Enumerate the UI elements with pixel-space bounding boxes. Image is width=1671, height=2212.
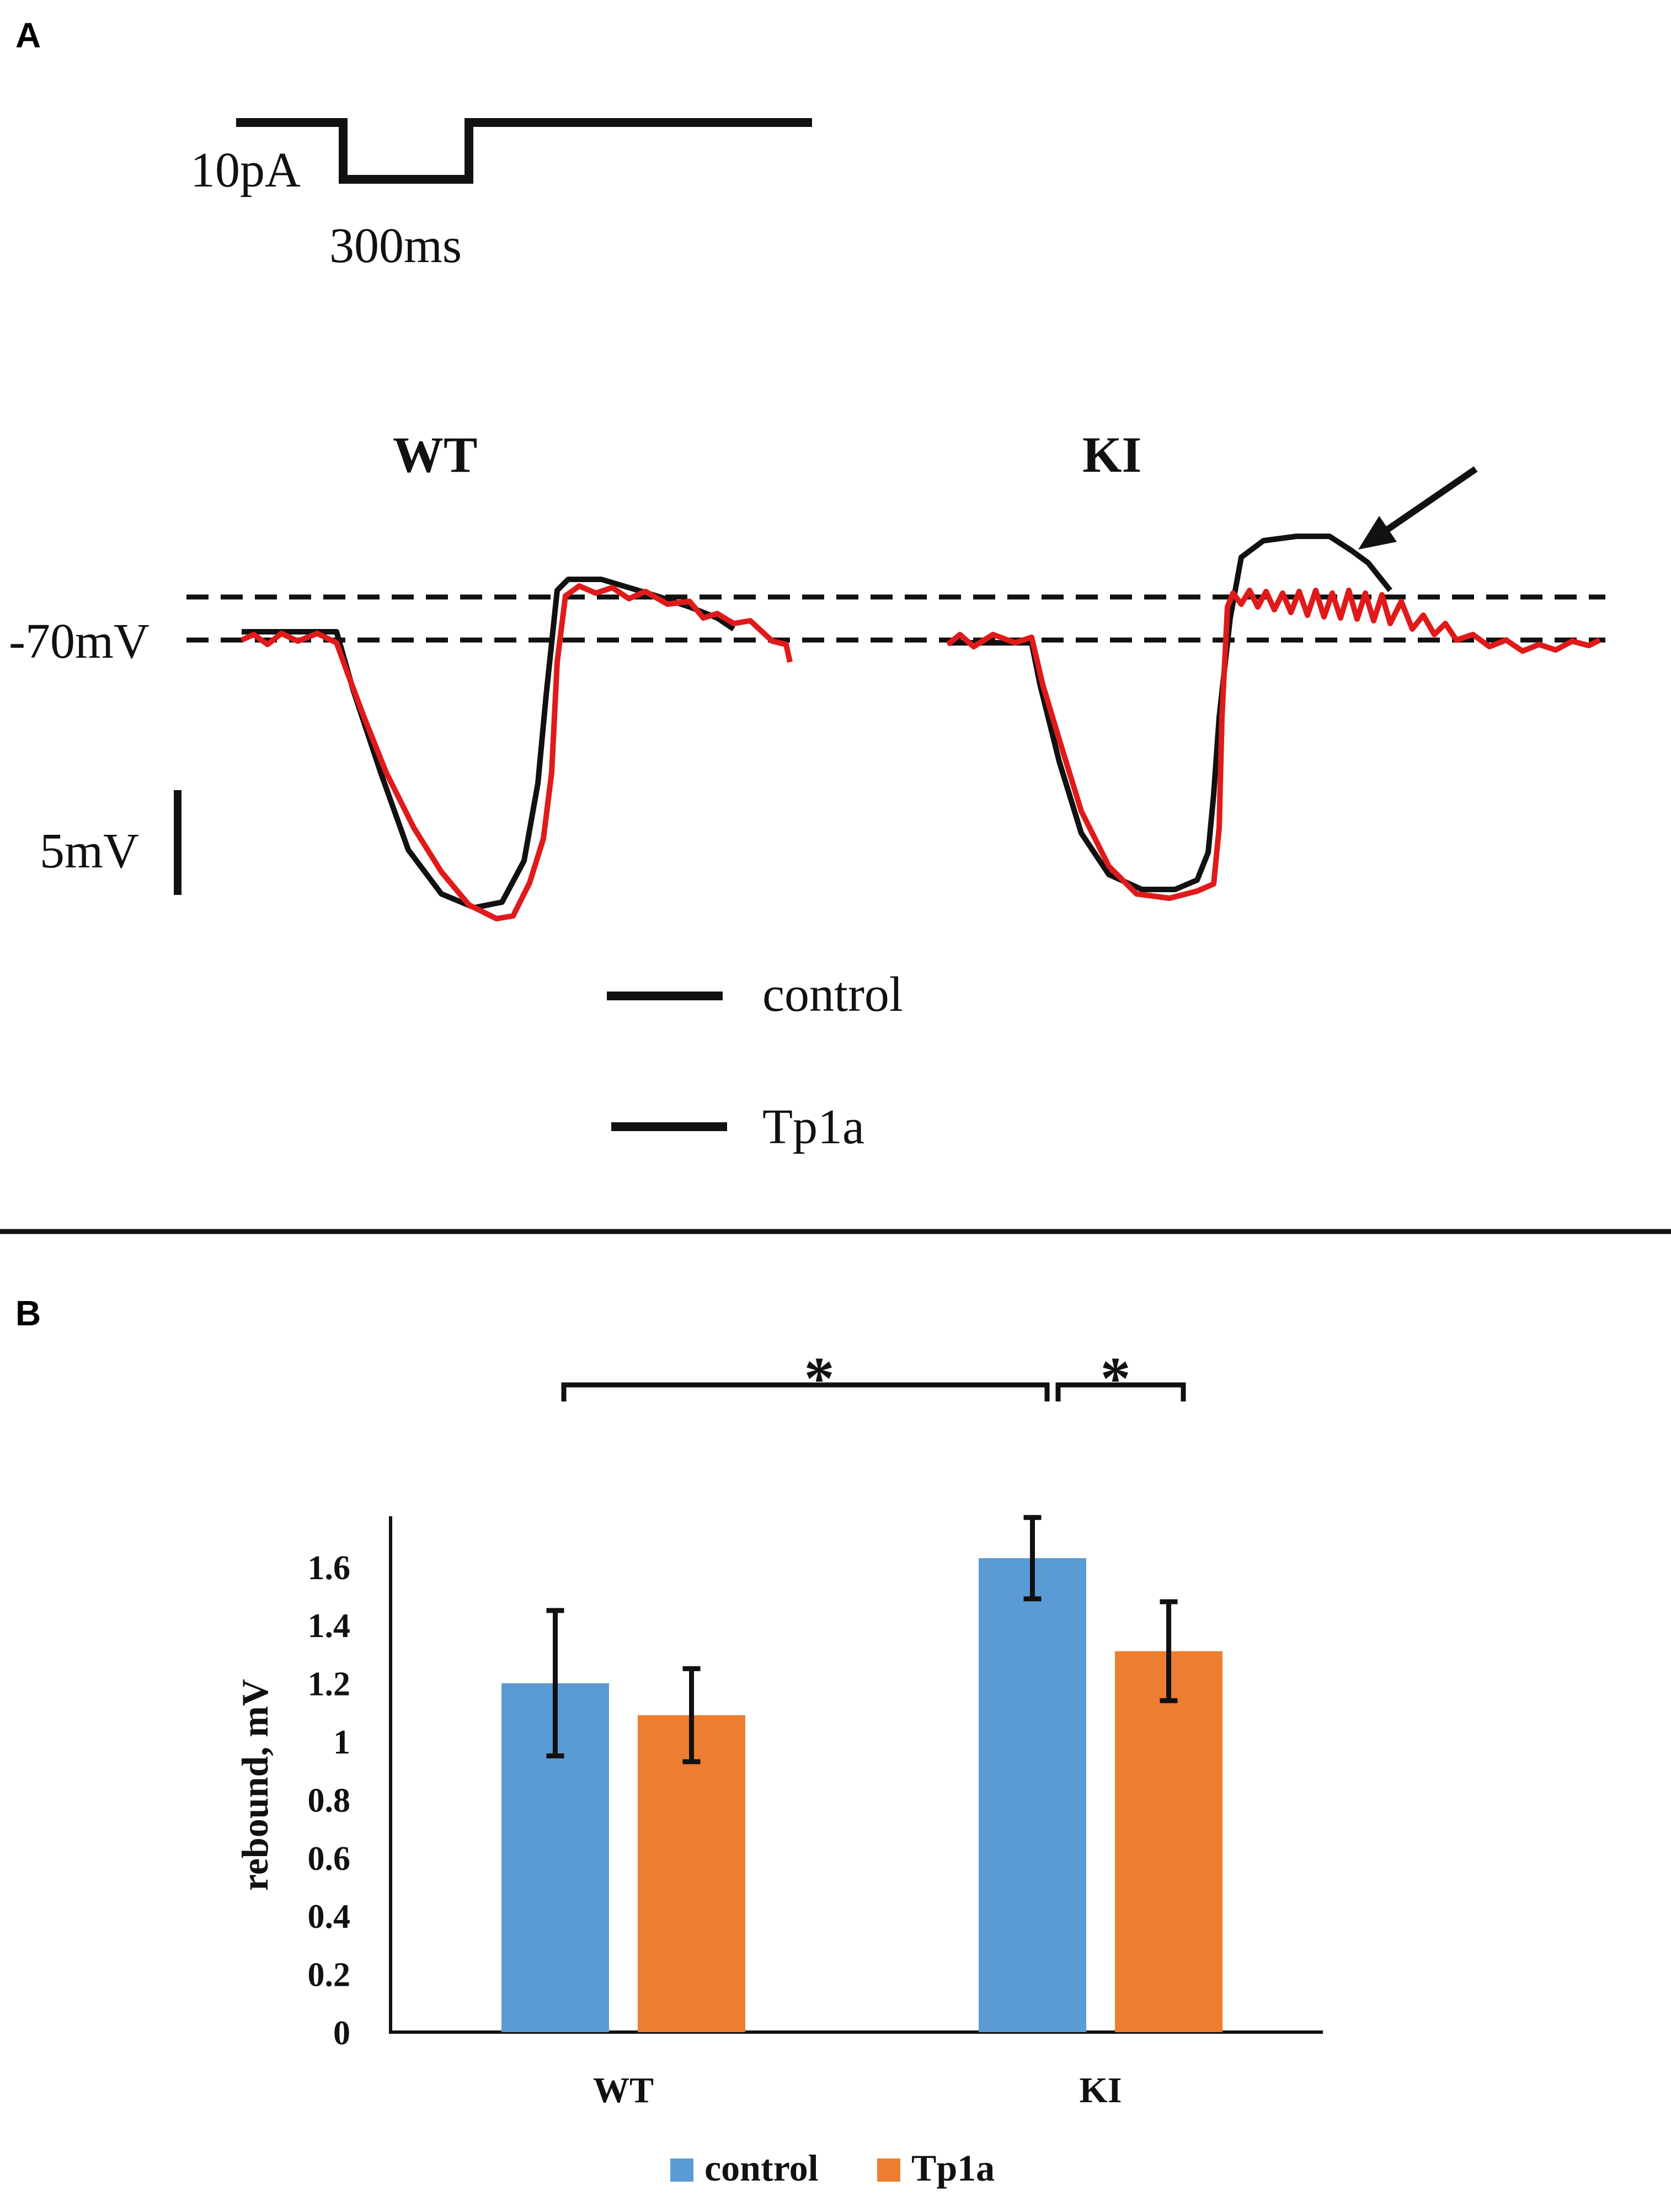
bars (501, 1515, 1222, 2032)
stim-time-label: 300ms (329, 218, 462, 273)
x-category-labels: WT KI (593, 2070, 1122, 2110)
error-bar-tp1a-wt (682, 1666, 701, 1765)
group-label-ki: KI (1082, 427, 1141, 483)
legend-swatch-tp1a (877, 2158, 900, 2182)
y-tick-label: 0.6 (308, 1840, 351, 1878)
trace-ki-tp1a (946, 588, 1601, 901)
y-tick-label: 0.8 (308, 1782, 351, 1819)
y-tick-label: 0.2 (308, 1957, 351, 1994)
stimulus-protocol-line (236, 118, 812, 184)
chart-legend: control Tp1a (670, 2147, 995, 2189)
significance-bracket-ki (1055, 1382, 1186, 1401)
bar-tp1a-ki (1115, 1651, 1222, 2032)
group-label-wt: WT (393, 427, 477, 483)
y-tick-label: 0 (333, 2014, 350, 2052)
stim-current-label: 10pA (190, 143, 301, 198)
error-bar-control-ki (1023, 1515, 1042, 1602)
bar-control-ki (979, 1558, 1086, 2032)
trace-ki-control (948, 534, 1392, 892)
baseline-voltage-label: -70mV (9, 614, 150, 669)
significance-bracket-wt-ki (561, 1382, 1050, 1401)
arrow-icon (1358, 466, 1478, 550)
y-tick-label: 0.4 (308, 1898, 351, 1936)
panel-a-letter: A (15, 15, 41, 55)
error-bar-control-wt (546, 1608, 564, 1758)
y-tick-label: 1.2 (308, 1666, 351, 1703)
trace-wt-tp1a (240, 583, 793, 921)
legend-swatch-control (670, 2158, 693, 2182)
scale-bar-label: 5mV (40, 824, 139, 878)
trace-wt-control (242, 577, 735, 910)
y-tick-label: 1 (333, 1724, 350, 1761)
y-axis-label: rebound, mV (234, 1679, 276, 1891)
y-tick-label: 1.4 (308, 1607, 351, 1645)
x-category-label: KI (1079, 2070, 1122, 2110)
legend-label-control: control (704, 2147, 819, 2189)
significance-star-1: * (804, 1345, 835, 1412)
bar-tp1a-wt (638, 1715, 745, 2032)
legend-label-tp1a: Tp1a (762, 1100, 864, 1154)
legend-label-control: control (762, 967, 903, 1022)
significance-star-2: * (1101, 1345, 1131, 1412)
y-tick-label: 1.6 (308, 1549, 351, 1587)
panel-b-letter: B (15, 1293, 41, 1333)
y-tick-labels: 0 0.2 0.4 0.6 0.8 1 1.2 1.4 1.6 (308, 1549, 351, 2052)
x-category-label: WT (593, 2070, 654, 2110)
legend-label-tp1a: Tp1a (911, 2147, 995, 2189)
error-bar-tp1a-ki (1160, 1599, 1178, 1703)
